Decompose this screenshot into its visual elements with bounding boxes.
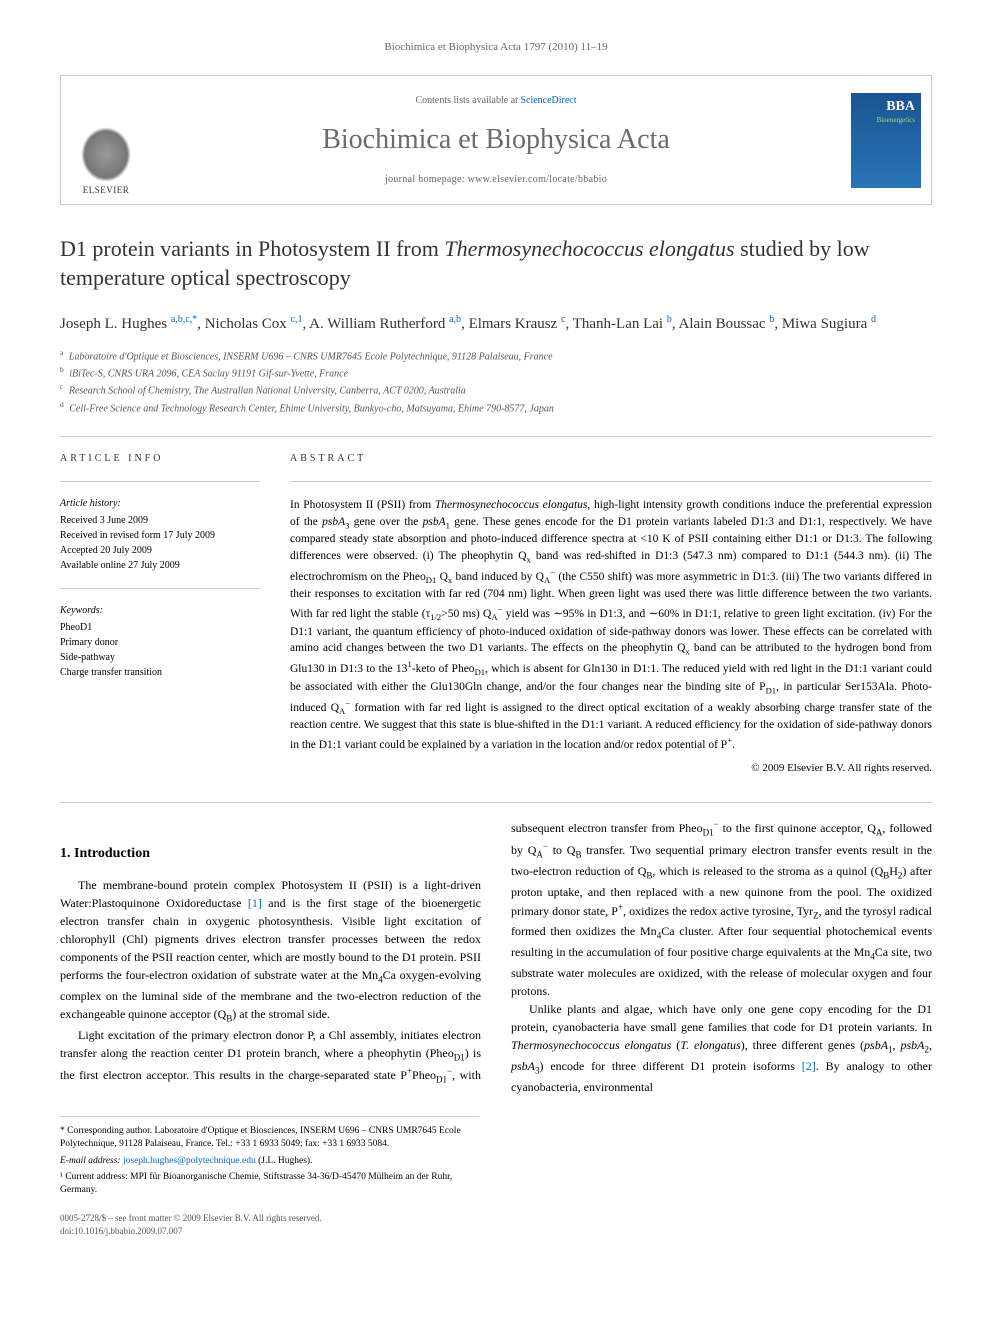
journal-name: Biochimica et Biophysica Acta	[322, 120, 670, 159]
email-label: E-mail address:	[60, 1156, 121, 1166]
keywords-text: PheoD1 Primary donor Side-pathway Charge…	[60, 620, 260, 680]
history-label: Article history:	[60, 497, 260, 511]
page-container: Biochimica et Biophysica Acta 1797 (2010…	[0, 0, 992, 1278]
divider-info-1	[60, 481, 260, 482]
email-suffix: (J.L. Hughes).	[258, 1156, 312, 1166]
front-matter: 0005-2728/$ – see front matter © 2009 El…	[60, 1212, 932, 1225]
section-1-heading: 1. Introduction	[60, 843, 481, 864]
article-title: D1 protein variants in Photosystem II fr…	[60, 235, 932, 292]
divider-top	[60, 436, 932, 437]
sciencedirect-link[interactable]: ScienceDirect	[520, 95, 576, 106]
title-part1: D1 protein variants in Photosystem II fr…	[60, 236, 444, 261]
history-text: Received 3 June 2009 Received in revised…	[60, 513, 260, 573]
bba-sublabel: Bioenergetics	[851, 116, 921, 126]
body-para-1: The membrane-bound protein complex Photo…	[60, 876, 481, 1026]
keywords-label: Keywords:	[60, 604, 260, 618]
bottom-line: 0005-2728/$ – see front matter © 2009 El…	[60, 1212, 932, 1237]
banner-right: BBA Bioenergetics	[841, 76, 931, 204]
footnote-email: E-mail address: joseph.hughes@polytechni…	[60, 1155, 479, 1168]
body-para-3: Unlike plants and algae, which have only…	[511, 1000, 932, 1096]
elsevier-tree-icon	[81, 127, 131, 182]
elsevier-logo: ELSEVIER	[71, 116, 141, 196]
article-info-heading: ARTICLE INFO	[60, 452, 260, 466]
affiliation-d: d Cell-Free Science and Technology Resea…	[60, 399, 932, 416]
footnote-1: ¹ Current address: MPI für Bioanorganisc…	[60, 1171, 479, 1198]
affiliation-b: b iBiTec-S, CNRS URA 2096, CEA Saclay 91…	[60, 364, 932, 381]
authors-line: Joseph L. Hughes a,b,c,*, Nicholas Cox c…	[60, 313, 932, 335]
divider-abstract	[290, 481, 932, 482]
abstract-heading: ABSTRACT	[290, 452, 932, 466]
doi: doi:10.1016/j.bbabio.2009.07.007	[60, 1225, 932, 1238]
abstract-col: ABSTRACT In Photosystem II (PSII) from T…	[290, 452, 932, 777]
banner-center: Contents lists available at ScienceDirec…	[151, 76, 841, 204]
elsevier-text: ELSEVIER	[83, 184, 130, 197]
body-columns: 1. Introduction The membrane-bound prote…	[60, 818, 932, 1096]
article-info-col: ARTICLE INFO Article history: Received 3…	[60, 452, 260, 777]
footnote-corresponding: * Corresponding author. Laboratoire d'Op…	[60, 1125, 479, 1152]
abstract-text: In Photosystem II (PSII) from Thermosyne…	[290, 497, 932, 754]
journal-homepage: journal homepage: www.elsevier.com/locat…	[385, 173, 607, 187]
abstract-copyright: © 2009 Elsevier B.V. All rights reserved…	[290, 761, 932, 776]
running-header: Biochimica et Biophysica Acta 1797 (2010…	[60, 40, 932, 55]
contents-line: Contents lists available at ScienceDirec…	[415, 94, 576, 108]
email-link[interactable]: joseph.hughes@polytechnique.edu	[123, 1156, 256, 1166]
divider-bottom	[60, 802, 932, 803]
homepage-url: www.elsevier.com/locate/bbabio	[468, 174, 607, 185]
footnotes: * Corresponding author. Laboratoire d'Op…	[60, 1116, 479, 1197]
title-italic: Thermosynechococcus elongatus	[444, 236, 734, 261]
contents-prefix: Contents lists available at	[415, 95, 520, 106]
bba-label: BBA	[851, 93, 921, 117]
homepage-prefix: journal homepage:	[385, 174, 468, 185]
info-abstract-row: ARTICLE INFO Article history: Received 3…	[60, 452, 932, 777]
affiliation-a: a Laboratoire d'Optique et Biosciences, …	[60, 347, 932, 364]
bba-cover-icon: BBA Bioenergetics	[851, 93, 921, 188]
journal-banner: ELSEVIER Contents lists available at Sci…	[60, 75, 932, 205]
banner-left: ELSEVIER	[61, 76, 151, 204]
affiliation-c: c Research School of Chemistry, The Aust…	[60, 381, 932, 398]
divider-info-2	[60, 588, 260, 589]
affiliations: a Laboratoire d'Optique et Biosciences, …	[60, 347, 932, 416]
